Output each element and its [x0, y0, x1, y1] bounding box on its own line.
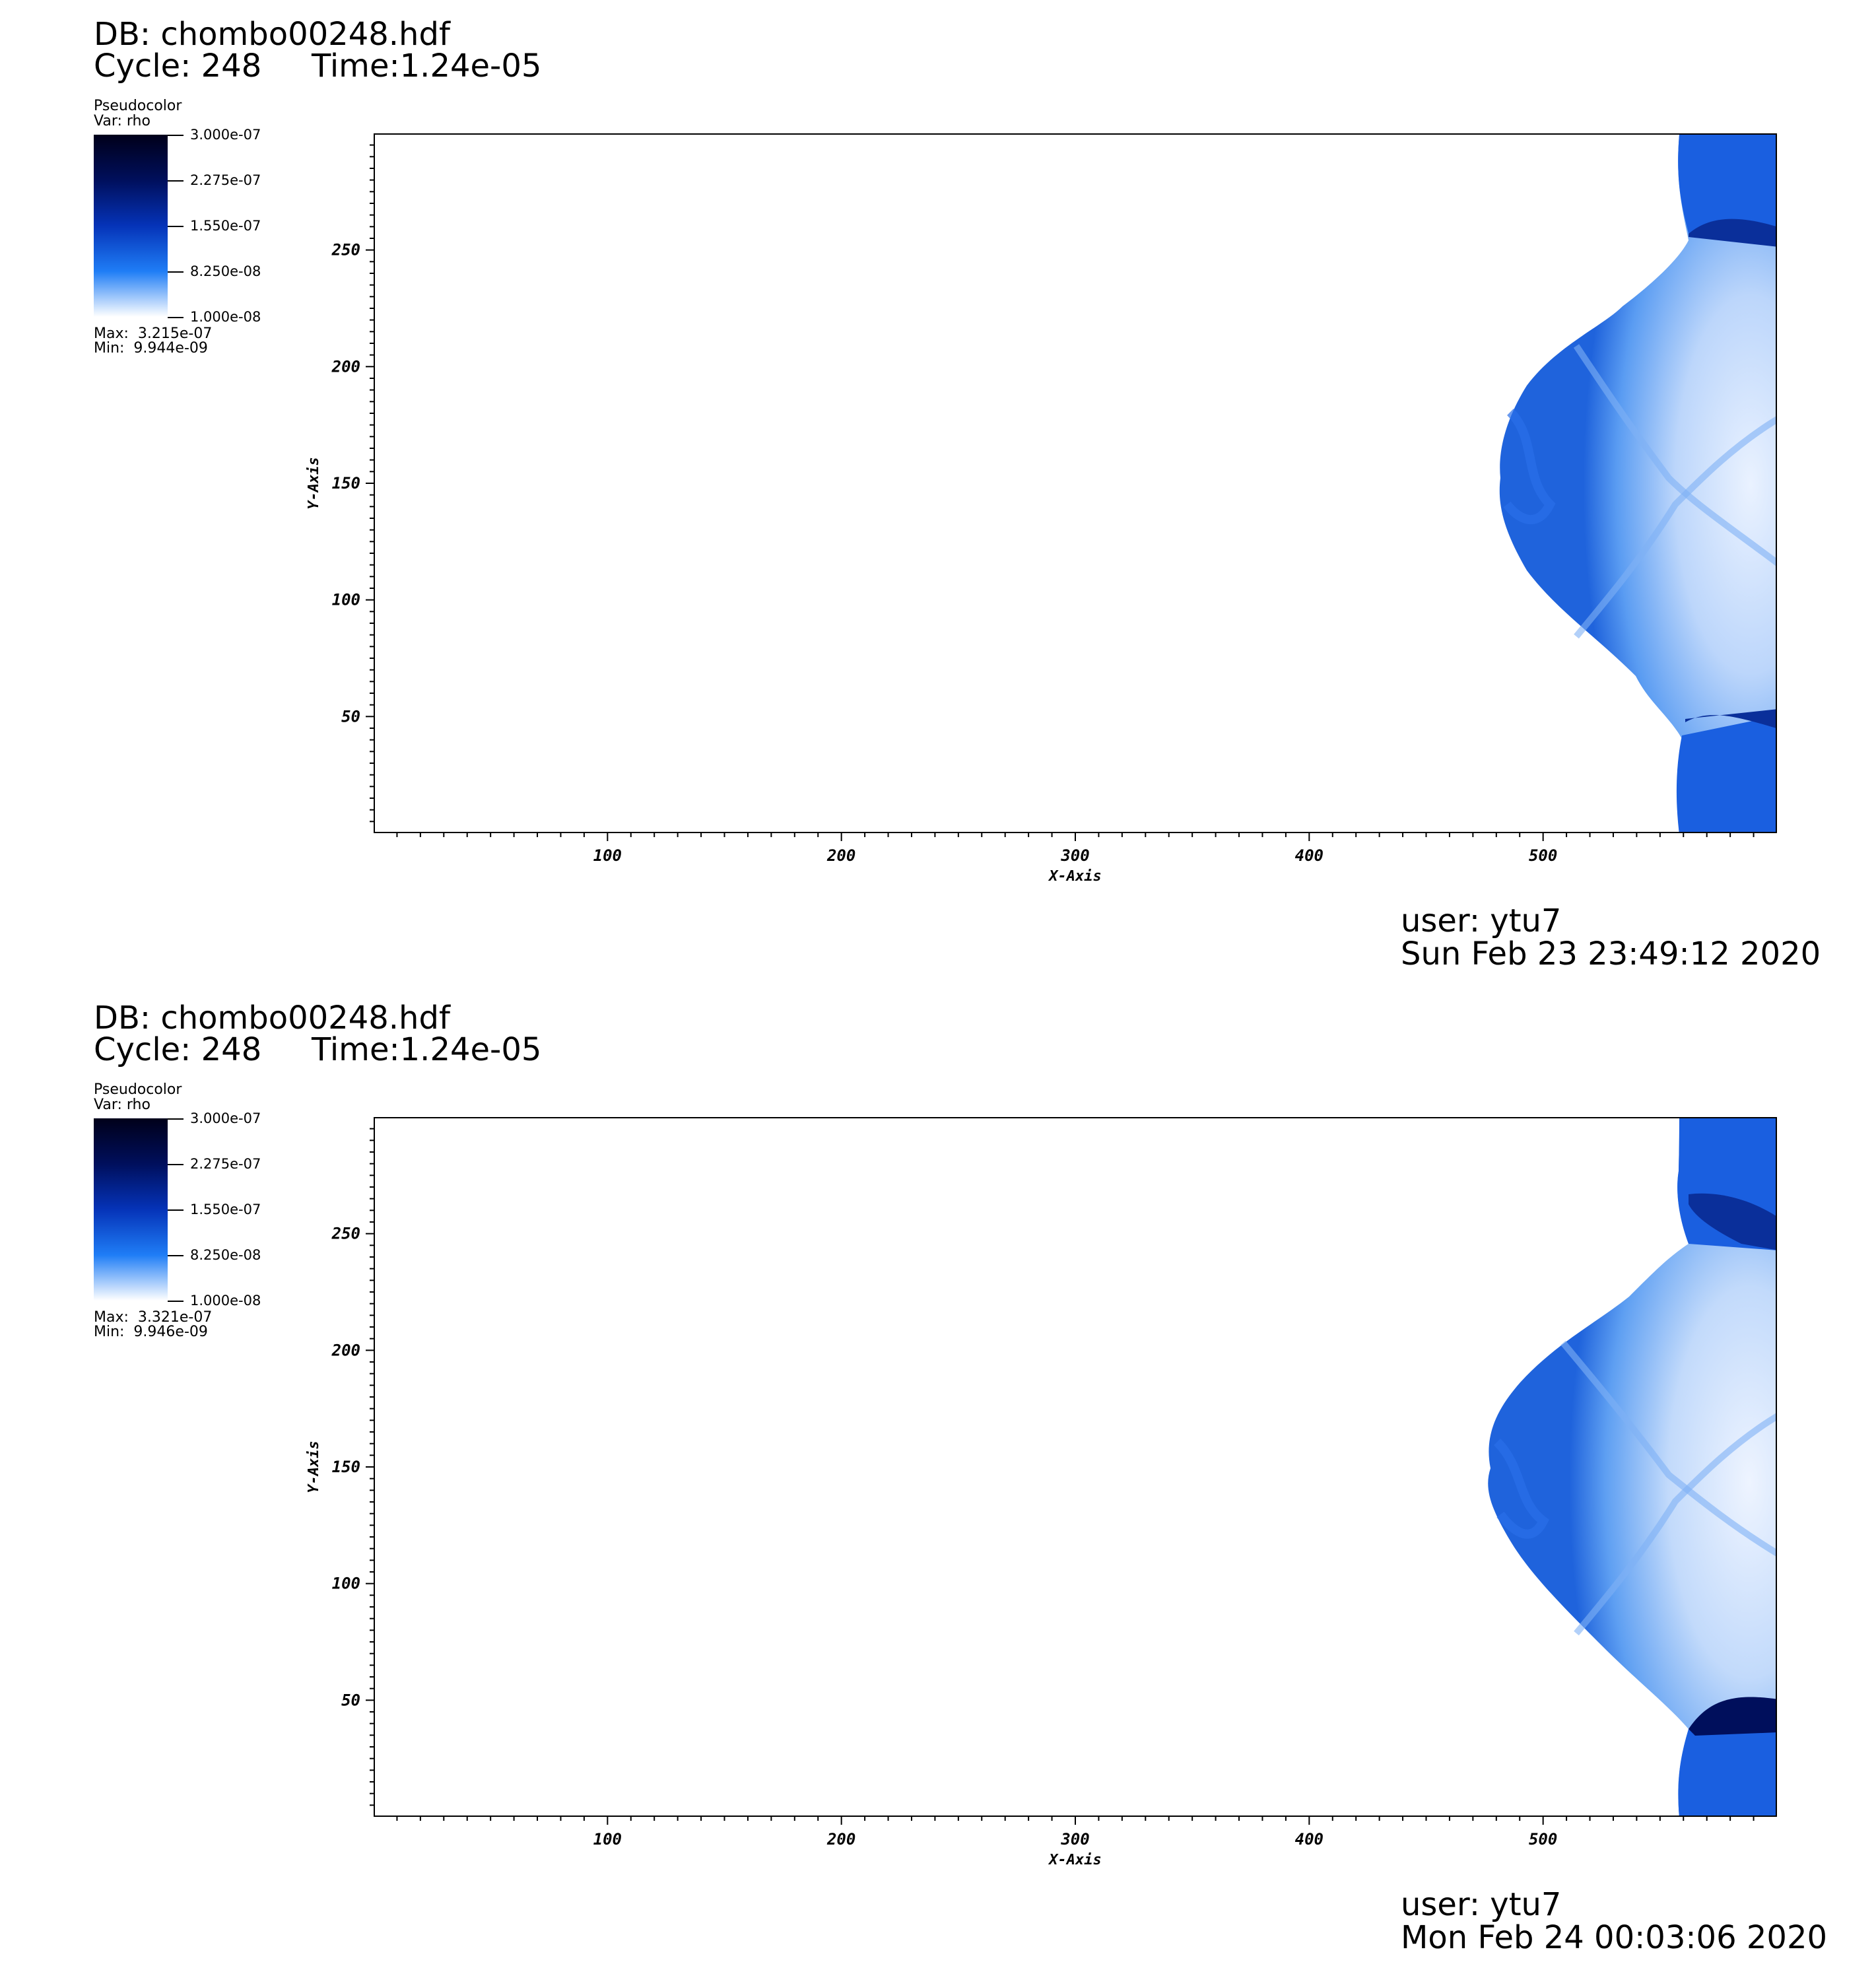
density-field-image — [1488, 1118, 1776, 1816]
y-axis-label: Y-Axis — [306, 457, 322, 509]
user-label: user: ytu7 — [1401, 1886, 1562, 1923]
x-tick-label: 300 — [1060, 1830, 1089, 1849]
colorbar-tick — [168, 135, 184, 136]
plot-area — [374, 1117, 1777, 1817]
colorbar-label: 1.000e-08 — [190, 309, 261, 325]
x-tick-label: 300 — [1060, 846, 1089, 865]
colorbar-tick — [168, 226, 184, 227]
legend-plot-type: Pseudocolor — [94, 1081, 182, 1098]
axes-overlay: 100 200 300 400 500 50 100 150 200 250 X-Axis Y-Axi… — [306, 1128, 1755, 1868]
x-tick-label: 400 — [1295, 846, 1323, 865]
y-tick-label: 100 — [332, 1575, 360, 1593]
colorbar-label: 2.275e-07 — [190, 1156, 261, 1172]
legend-plot-type: Pseudocolor — [94, 98, 182, 114]
colorbar-tick — [168, 317, 184, 318]
date-label: Mon Feb 24 00:03:06 2020 — [1401, 1919, 1828, 1956]
colorbar — [94, 1118, 168, 1301]
y-tick-label: 200 — [331, 357, 360, 376]
y-tick-label: 50 — [341, 707, 360, 726]
colorbar-label: 1.000e-08 — [190, 1293, 261, 1308]
colorbar-tick — [168, 1118, 184, 1120]
db-title: DB: chombo00248.hdf — [94, 16, 450, 53]
plot-area — [374, 133, 1777, 833]
y-tick-label: 200 — [331, 1341, 360, 1359]
colorbar-tick — [168, 1255, 184, 1256]
x-tick-label: 100 — [593, 846, 622, 865]
y-tick-label: 150 — [332, 1458, 360, 1476]
user-label: user: ytu7 — [1401, 902, 1562, 939]
y-tick-label: 250 — [331, 241, 360, 259]
legend-var: Var: rho — [94, 1097, 151, 1113]
y-axis-label: Y-Axis — [306, 1441, 322, 1493]
legend-min: Min: 9.944e-09 — [94, 340, 208, 357]
x-tick-label: 200 — [826, 1830, 855, 1849]
colorbar-label: 3.000e-07 — [190, 1110, 261, 1126]
y-tick-label: 150 — [332, 474, 360, 493]
colorbar-tick — [168, 180, 184, 182]
colorbar-label: 8.250e-08 — [190, 1247, 261, 1263]
colorbar-label: 3.000e-07 — [190, 127, 261, 143]
x-tick-label: 400 — [1295, 1830, 1323, 1849]
plot-panel-2: DB: chombo00248.hdf Cycle: 248 Time:1.24… — [0, 984, 1876, 1967]
colorbar-label: 1.550e-07 — [190, 1202, 261, 1217]
time-label: Time:1.24e-05 — [312, 1031, 542, 1068]
cycle-label: Cycle: 248 — [94, 1031, 262, 1068]
legend-min: Min: 9.946e-09 — [94, 1324, 208, 1340]
colorbar-label: 1.550e-07 — [190, 218, 261, 234]
date-label: Sun Feb 23 23:49:12 2020 — [1401, 935, 1821, 972]
x-tick-label: 200 — [826, 846, 855, 865]
legend-max: Max: 3.215e-07 — [94, 325, 213, 342]
y-tick-label: 250 — [331, 1225, 360, 1243]
y-tick-label: 100 — [332, 591, 360, 609]
colorbar-tick — [168, 271, 184, 273]
colorbar-label: 8.250e-08 — [190, 263, 261, 279]
x-tick-label: 500 — [1529, 1830, 1557, 1849]
legend-var: Var: rho — [94, 113, 151, 129]
colorbar-tick — [168, 1301, 184, 1302]
db-title: DB: chombo00248.hdf — [94, 1000, 450, 1036]
density-field-image — [1499, 135, 1776, 832]
time-label: Time:1.24e-05 — [312, 48, 542, 85]
x-axis-label: X-Axis — [1048, 1852, 1101, 1868]
x-axis-label: X-Axis — [1048, 868, 1101, 885]
x-tick-label: 500 — [1529, 846, 1557, 865]
colorbar-tick — [168, 1209, 184, 1211]
colorbar — [94, 135, 168, 317]
legend-max: Max: 3.321e-07 — [94, 1309, 213, 1326]
axes-overlay: 100 200 300 400 500 50 100 150 200 250 X-Axis Y-Axi… — [306, 144, 1755, 885]
x-tick-label: 100 — [593, 1830, 622, 1849]
colorbar-tick — [168, 1164, 184, 1165]
cycle-label: Cycle: 248 — [94, 48, 262, 85]
colorbar-label: 2.275e-07 — [190, 172, 261, 188]
y-tick-label: 50 — [341, 1691, 360, 1709]
plot-panel-1: DB: chombo00248.hdf Cycle: 248 Time:1.24… — [0, 0, 1876, 984]
